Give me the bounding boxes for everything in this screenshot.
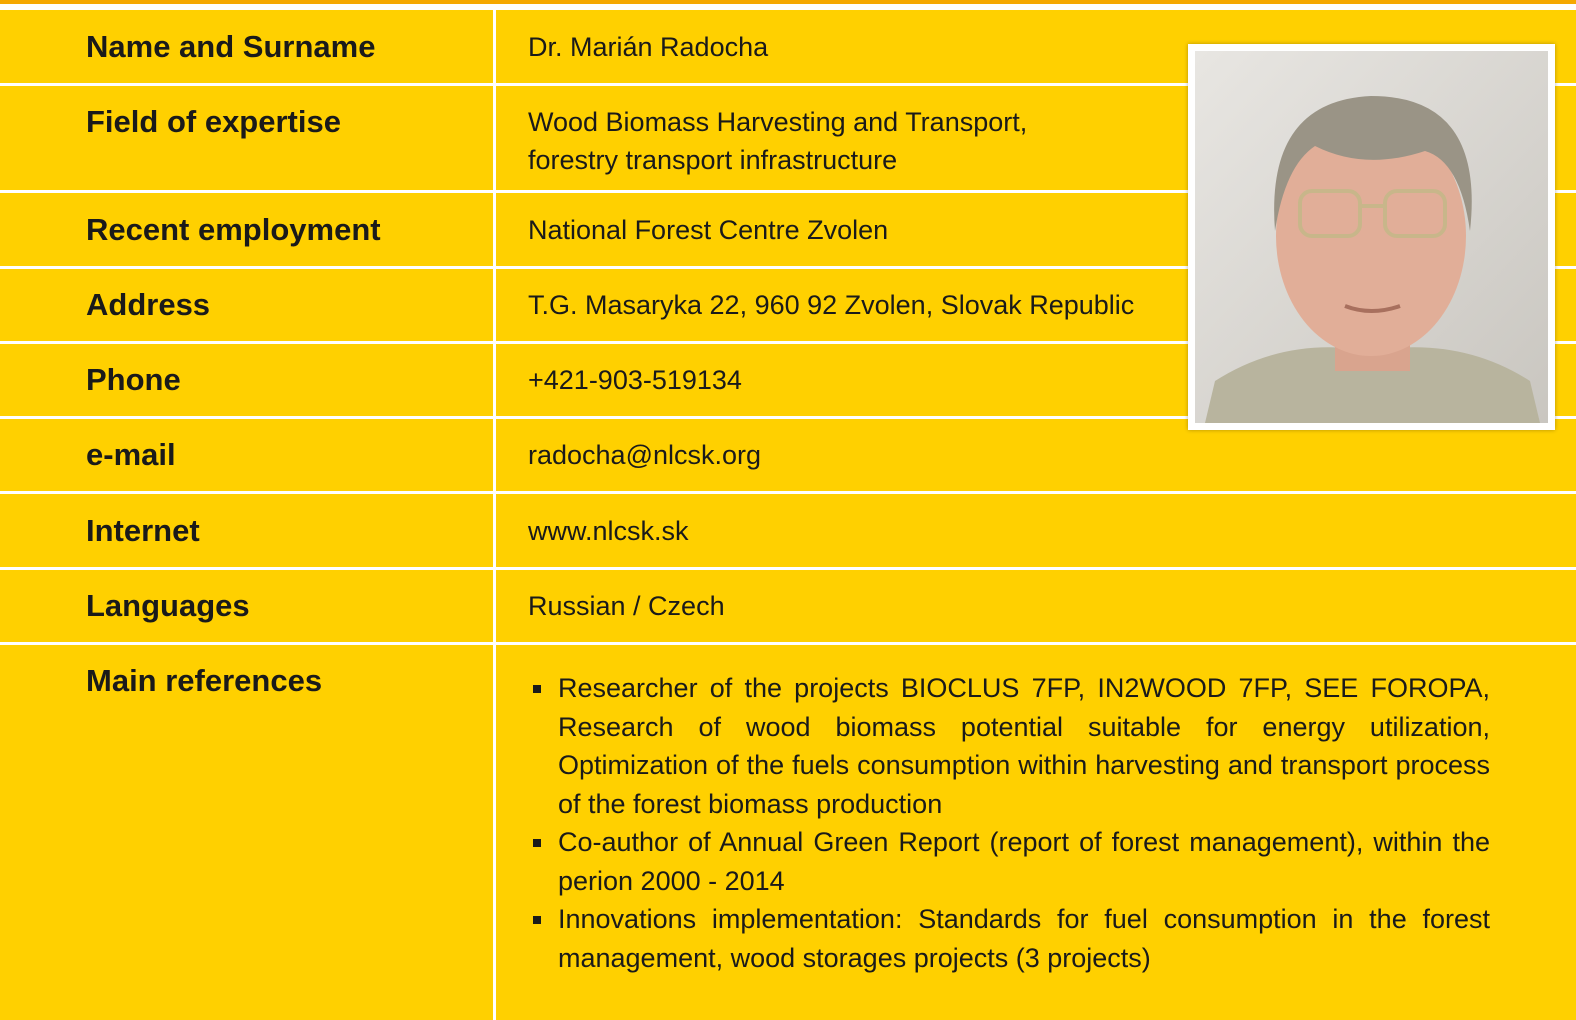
row-value: Russian / Czech — [528, 587, 725, 625]
row-label: Phone — [86, 362, 181, 397]
value-line: Dr. Marián Radocha — [528, 31, 769, 62]
reference-item: Innovations implementation: Standards fo… — [528, 900, 1490, 977]
row-value: National Forest Centre Zvolen — [528, 211, 888, 249]
reference-item: Researcher of the projects BIOCLUS 7FP, … — [528, 669, 1490, 823]
row-label: Internet — [86, 512, 200, 548]
value-line: +421-903-519134 — [528, 365, 742, 395]
value-line: T.G. Masaryka 22, 960 92 Zvolen, Slovak … — [528, 290, 1135, 320]
value-line: National Forest Centre Zvolen — [528, 214, 889, 245]
row-value: Dr. Marián Radocha — [528, 28, 768, 66]
row-label: e-mail — [86, 437, 176, 472]
portrait — [1195, 51, 1548, 423]
row-value: Wood Biomass Harvesting and Transport, fo… — [528, 103, 1027, 179]
column-divider — [493, 10, 496, 1020]
table-row: e-mail radocha@nlcsk.org — [0, 419, 1576, 491]
row-label: Name and Surname — [86, 28, 376, 64]
table-row: Main references Researcher of the project… — [0, 645, 1576, 1020]
reference-item: Co-author of Annual Green Report (report… — [528, 823, 1490, 900]
value-line: Russian / Czech — [528, 591, 725, 621]
value-line: radocha@nlcsk.org — [528, 440, 762, 470]
value-line: www.nlcsk.sk — [528, 515, 689, 546]
table-row: Languages Russian / Czech — [0, 570, 1576, 642]
row-value: T.G. Masaryka 22, 960 92 Zvolen, Slovak … — [528, 286, 1134, 324]
row-value: radocha@nlcsk.org — [528, 436, 761, 474]
row-label: Languages — [86, 588, 250, 623]
row-label: Field of expertise — [86, 104, 341, 139]
row-label: Recent employment — [86, 211, 381, 247]
row-label: Main references — [86, 663, 323, 698]
reference-list: Researcher of the projects BIOCLUS 7FP, … — [528, 669, 1490, 977]
table-row: Internet www.nlcsk.sk — [0, 494, 1576, 567]
value-line: Wood Biomass Harvesting and Transport, — [528, 107, 1028, 137]
top-line — [0, 0, 1576, 4]
value-line: forestry transport infrastructure — [528, 145, 898, 175]
photo — [1188, 44, 1555, 430]
row-value: www.nlcsk.sk — [528, 512, 689, 550]
row-label: Address — [86, 287, 211, 322]
row-value: +421-903-519134 — [528, 361, 742, 399]
